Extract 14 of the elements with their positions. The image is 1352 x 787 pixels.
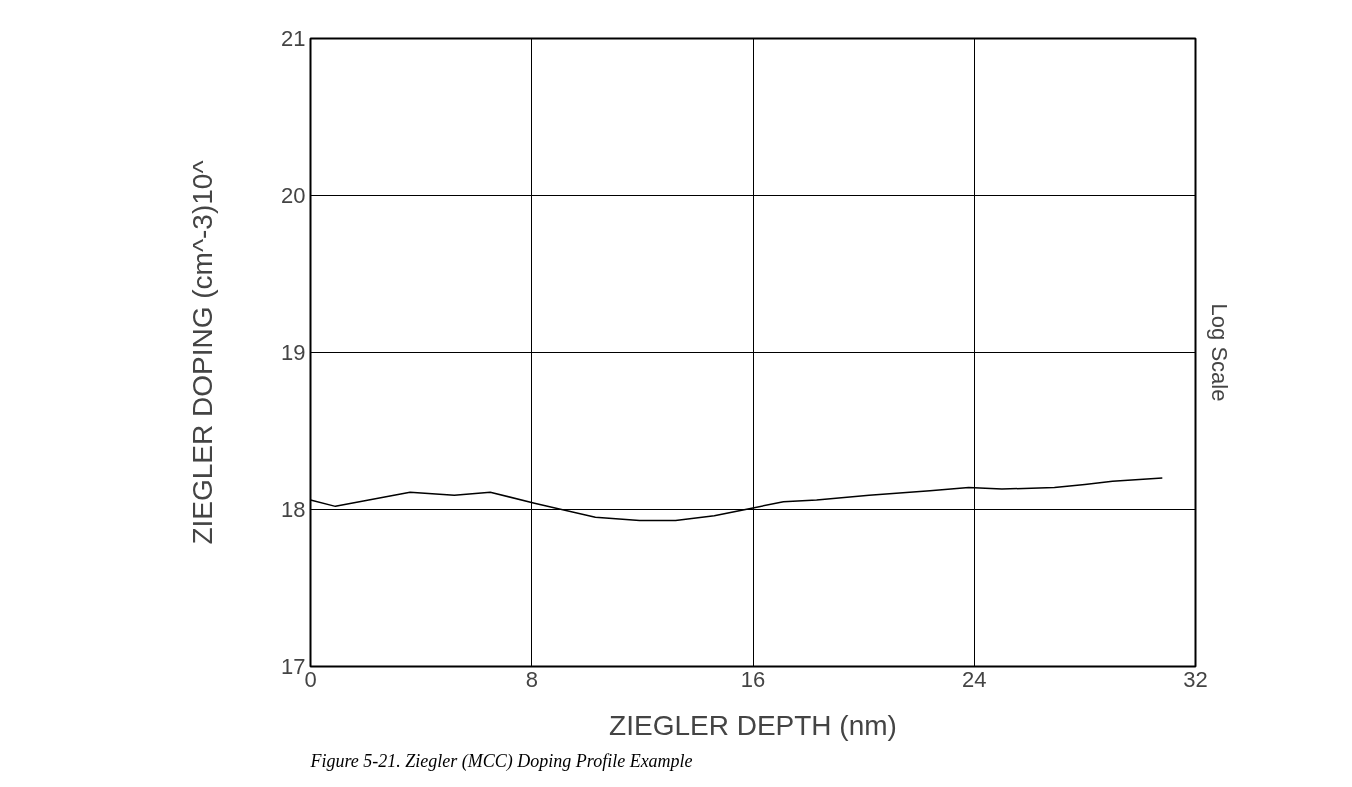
x-axis-title: ZIEGLER DEPTH (nm) <box>609 709 897 741</box>
y-tick-label: 18 <box>281 497 306 522</box>
y-axis-title: ZIEGLER DOPING (cm^-3)10^ <box>187 160 219 545</box>
y-tick-label: 21 <box>281 26 306 51</box>
x-tick-label: 16 <box>740 666 766 692</box>
y-tick-label: 17 <box>281 654 306 679</box>
y-tick-label: 19 <box>281 340 306 365</box>
y-tick-label: 20 <box>281 183 306 208</box>
x-tick-label: 24 <box>962 666 987 692</box>
x-tick-label: 8 <box>525 666 538 692</box>
caption: Figure 5-21. Ziegler (MCC) Doping Profile Example <box>309 750 693 772</box>
x-tick-label: 0 <box>304 666 317 692</box>
y2-axis-title: Log Scale <box>1206 303 1232 402</box>
x-tick-label: 32 <box>1183 666 1208 692</box>
